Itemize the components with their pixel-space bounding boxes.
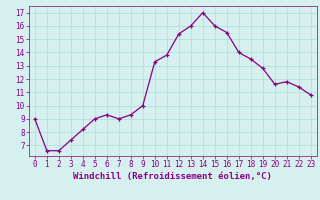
X-axis label: Windchill (Refroidissement éolien,°C): Windchill (Refroidissement éolien,°C) bbox=[73, 172, 272, 181]
